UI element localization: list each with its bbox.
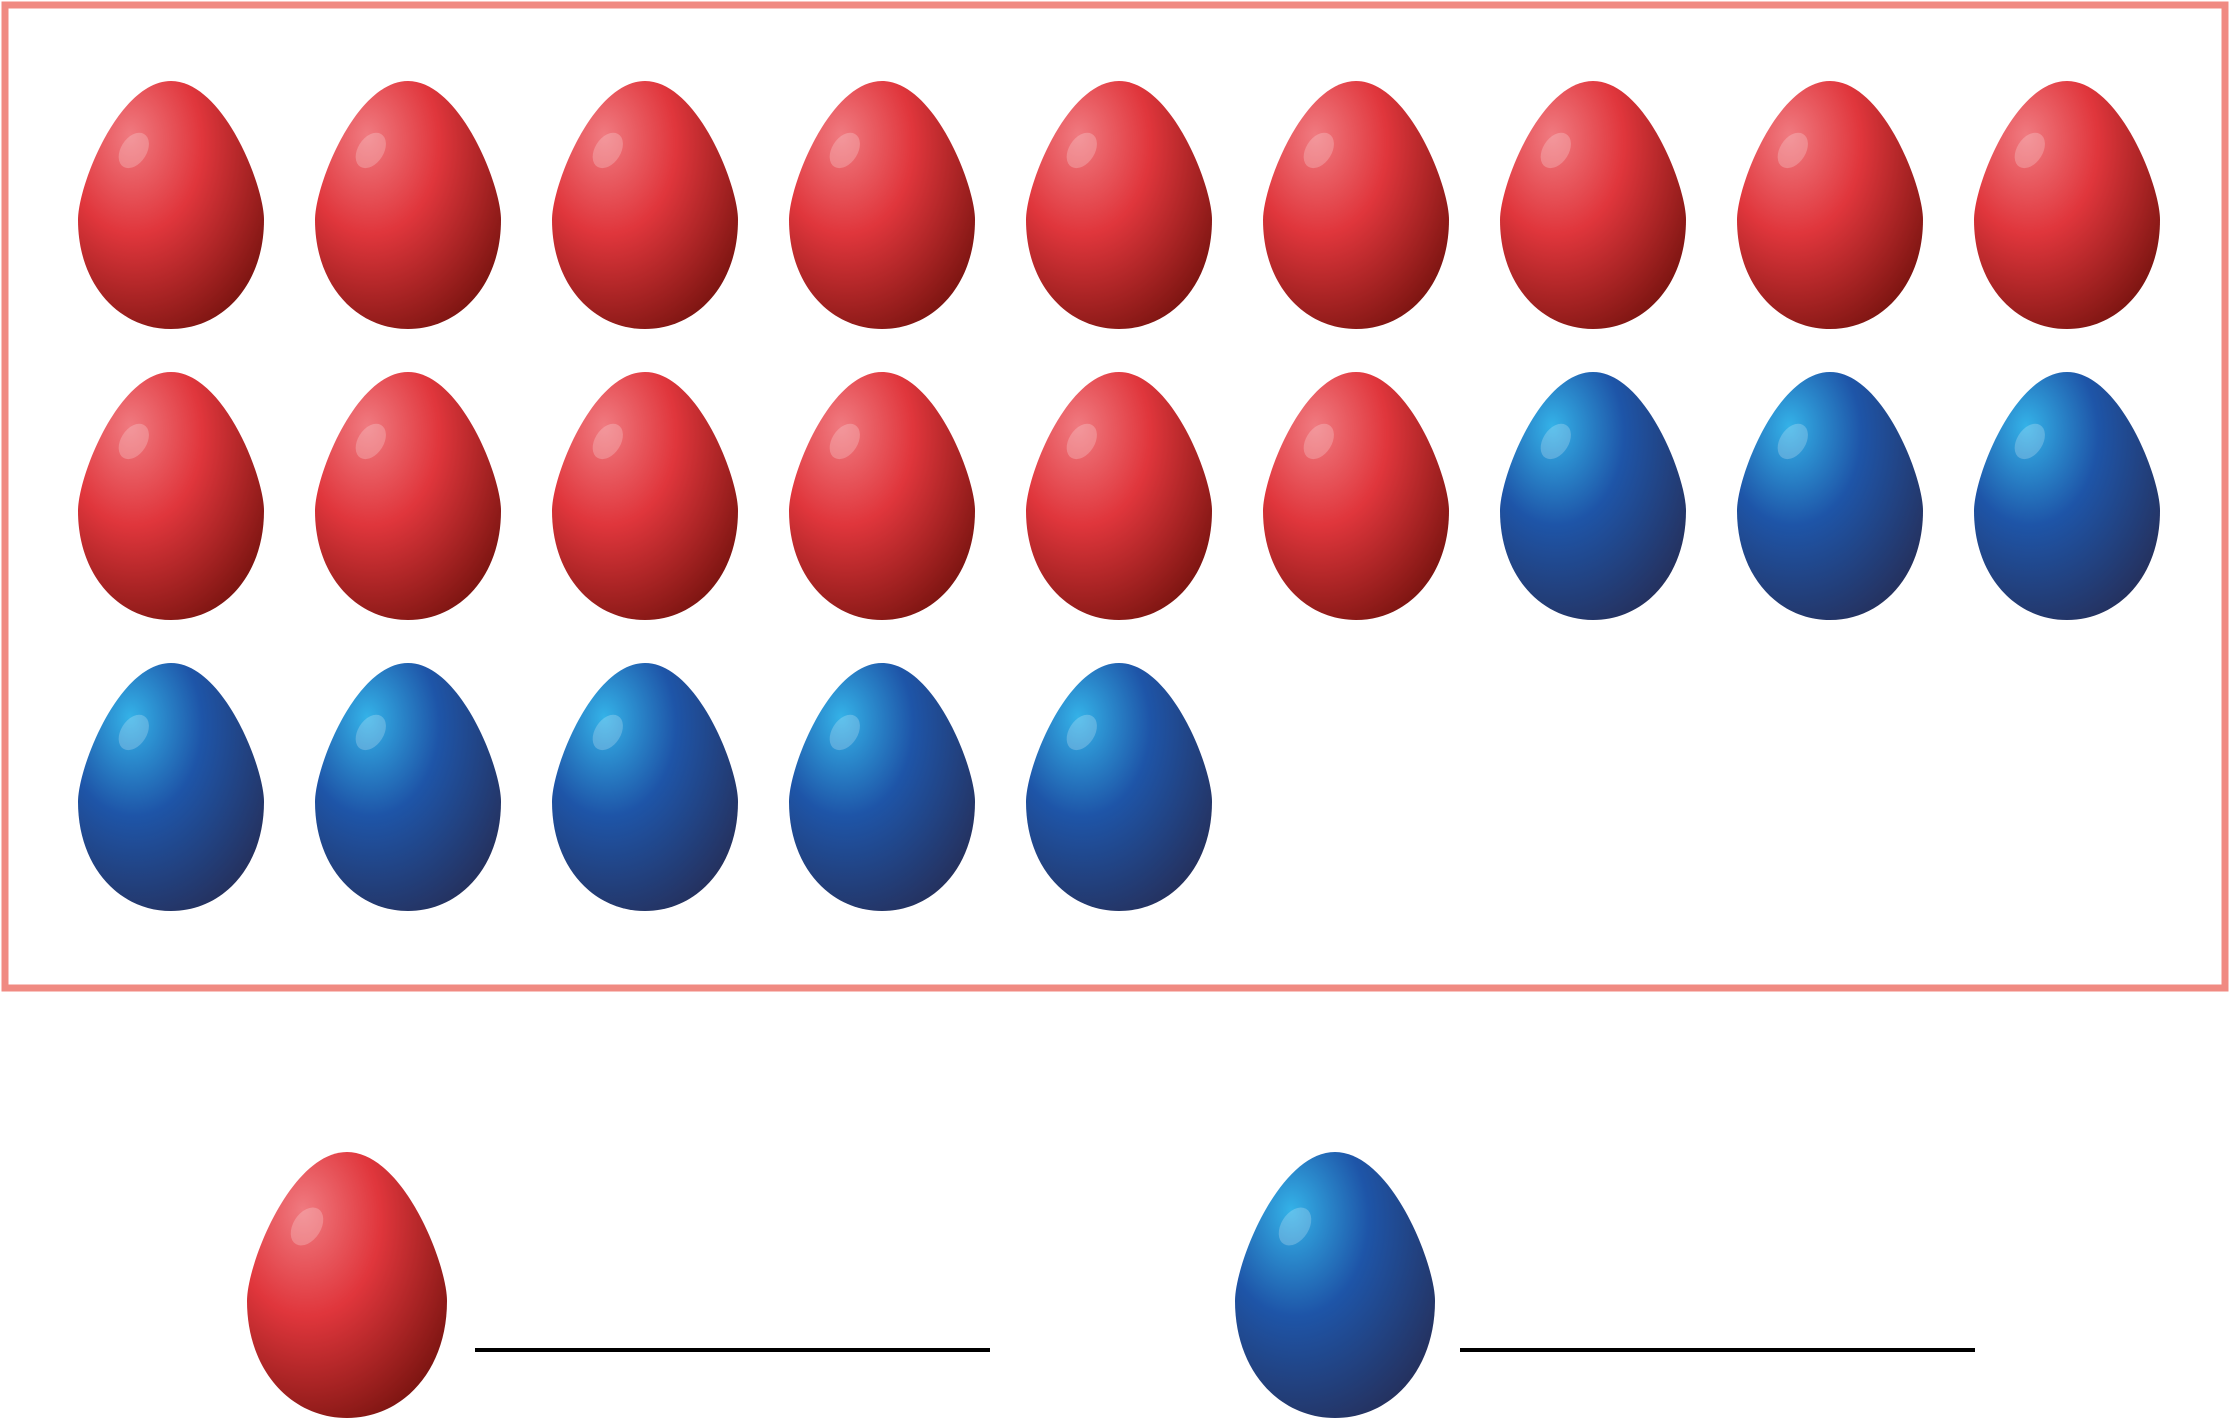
egg-grid: [78, 81, 2160, 911]
blue-egg: [1026, 663, 1212, 911]
red-egg: [1026, 81, 1212, 329]
blue-egg: [1500, 372, 1686, 620]
blue-egg: [315, 663, 501, 911]
blue-egg: [78, 663, 264, 911]
red-egg: [789, 81, 975, 329]
red-egg: [789, 372, 975, 620]
red-egg: [1263, 372, 1449, 620]
blue-egg: [789, 663, 975, 911]
red-egg-key: [247, 1152, 447, 1418]
red-egg: [1026, 372, 1212, 620]
red-egg: [1500, 81, 1686, 329]
red-egg: [315, 81, 501, 329]
answer-section: [247, 1152, 1975, 1418]
red-egg: [1974, 81, 2160, 329]
blue-egg: [552, 663, 738, 911]
red-egg: [78, 81, 264, 329]
red-egg: [552, 81, 738, 329]
blue-egg-key: [1235, 1152, 1435, 1418]
red-egg: [1737, 81, 1923, 329]
blue-egg: [1974, 372, 2160, 620]
red-egg: [1263, 81, 1449, 329]
blue-egg: [1737, 372, 1923, 620]
egg-frame: [1, 1, 2229, 992]
red-egg: [552, 372, 738, 620]
red-egg: [78, 372, 264, 620]
red-egg: [315, 372, 501, 620]
